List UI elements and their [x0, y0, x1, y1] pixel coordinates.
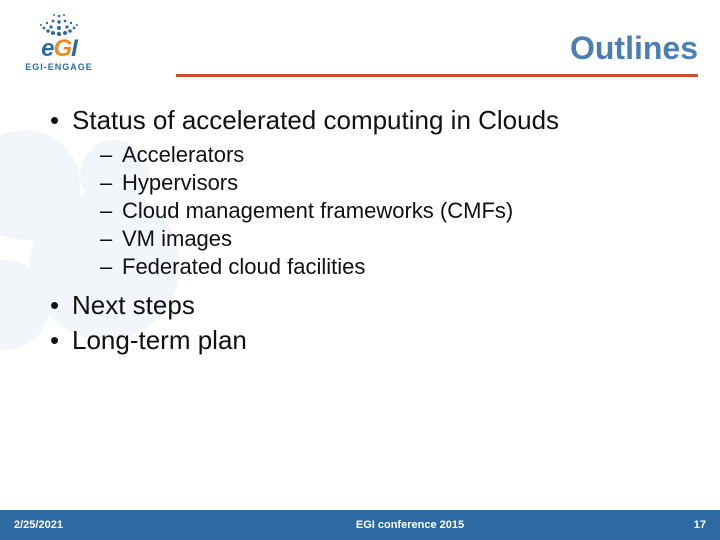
title-underline [176, 74, 698, 77]
logo-subtitle: EGI-ENGAGE [14, 62, 104, 72]
footer-bar: 2/25/2021 EGI conference 2015 17 [0, 510, 720, 540]
sub-bullet-text: VM images [122, 226, 232, 251]
slide-content: Status of accelerated computing in Cloud… [50, 105, 690, 360]
sub-bullet-item: Federated cloud facilities [100, 254, 690, 280]
bullet-text: Status of accelerated computing in Cloud… [72, 105, 559, 135]
sub-bullet-text: Cloud management frameworks (CMFs) [122, 198, 513, 223]
sub-bullet-item: Hypervisors [100, 170, 690, 196]
logo-wordmark: eGI [14, 38, 104, 60]
sub-bullet-item: VM images [100, 226, 690, 252]
bullet-text: Next steps [72, 290, 195, 320]
egi-logo: eGI EGI-ENGAGE [14, 10, 104, 72]
slide: eGI EGI-ENGAGE Outlines Status of accele… [0, 0, 720, 540]
sub-bullet-item: Cloud management frameworks (CMFs) [100, 198, 690, 224]
sub-bullet-text: Hypervisors [122, 170, 238, 195]
footer-event: EGI conference 2015 [150, 519, 670, 531]
sub-bullet-text: Federated cloud facilities [122, 254, 365, 279]
bullet-item: Status of accelerated computing in Cloud… [50, 105, 690, 280]
footer-date: 2/25/2021 [0, 519, 150, 531]
bullet-item: Next steps [50, 290, 690, 321]
sub-bullet-text: Accelerators [122, 142, 244, 167]
footer-page: 17 [670, 519, 720, 531]
sub-bullet-item: Accelerators [100, 142, 690, 168]
logo-sunburst-icon [29, 10, 89, 36]
slide-title: Outlines [570, 30, 698, 67]
bullet-item: Long-term plan [50, 325, 690, 356]
bullet-text: Long-term plan [72, 325, 247, 355]
